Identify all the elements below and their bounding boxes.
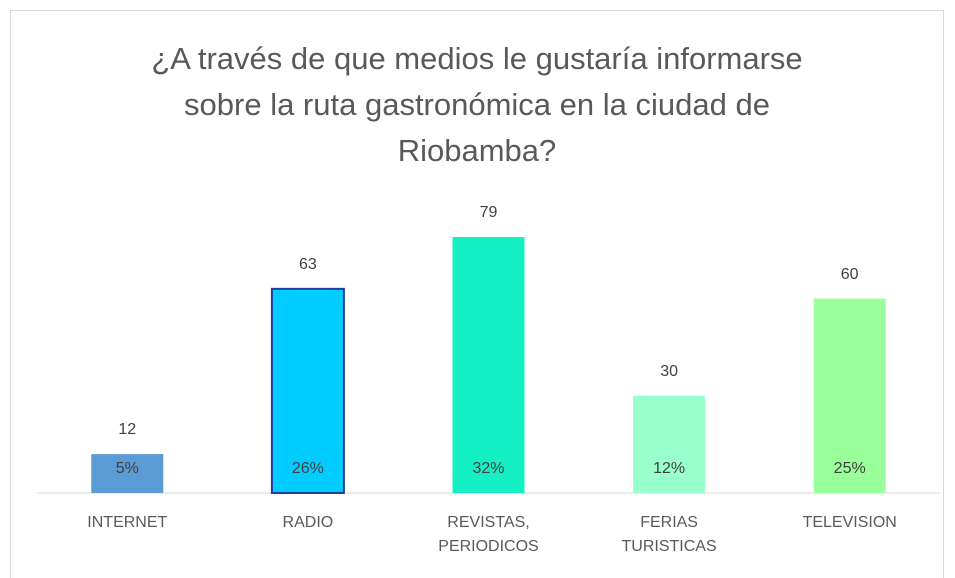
bar [452, 237, 525, 493]
share-label: 32% [472, 460, 505, 477]
bar [813, 298, 886, 493]
share-label: 5% [115, 460, 139, 477]
data-label: 63 [298, 255, 317, 273]
chart-title: ¿A través de que medios le gustaría info… [151, 41, 803, 168]
data-label: 12 [118, 421, 137, 439]
x-tick-label: TELEVISION [802, 514, 897, 531]
data-label: 30 [660, 362, 678, 380]
x-tick-label: RADIO [282, 514, 334, 531]
data-label: 60 [840, 265, 859, 283]
bar [270, 287, 345, 495]
share-label: 26% [291, 460, 324, 477]
bar [633, 395, 706, 493]
data-label: 79 [479, 204, 498, 221]
share-label: 25% [833, 460, 866, 477]
x-tick-label: REVISTAS, PERIODICOS [438, 514, 539, 555]
x-tick-label: FERIAS TURISTICAS [621, 514, 717, 555]
bar [91, 454, 164, 493]
x-tick-label: INTERNET [87, 514, 168, 531]
share-label: 12% [653, 460, 686, 477]
chart-frame [10, 10, 944, 578]
